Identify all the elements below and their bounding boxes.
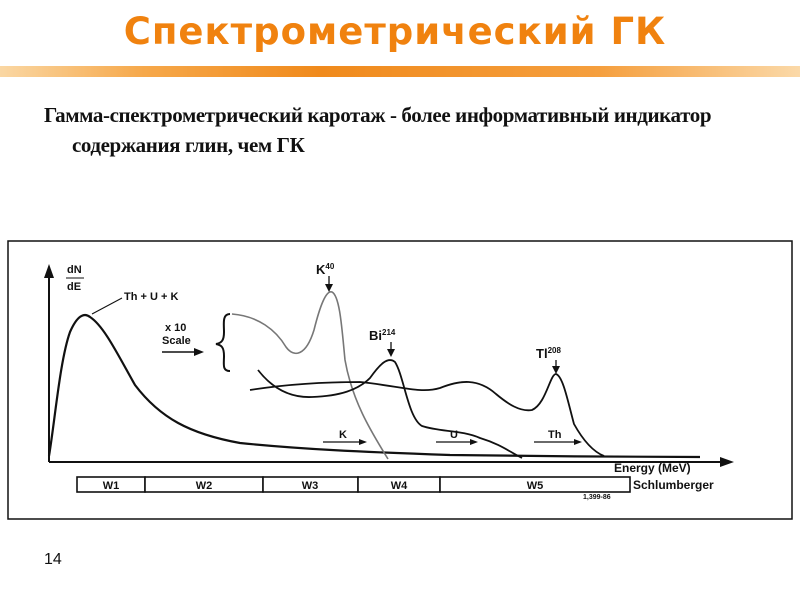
bi214-peak-label: Bi214 bbox=[369, 328, 396, 343]
tl208-peak-arrowhead bbox=[552, 366, 560, 374]
k-window-label: K bbox=[339, 429, 347, 441]
u-spectrum-curve bbox=[257, 359, 523, 459]
figure-code: 1,399-86 bbox=[583, 494, 611, 501]
title-underline-bar bbox=[0, 66, 800, 77]
th-spectrum-curve bbox=[249, 373, 605, 457]
bi214-peak-arrowhead bbox=[387, 349, 395, 357]
window-w1-label: W1 bbox=[103, 480, 120, 492]
window-w5-box bbox=[439, 476, 631, 493]
x-axis-arrowhead bbox=[720, 457, 734, 467]
k40-peak-mass: 40 bbox=[325, 262, 334, 271]
scale-label-line2: Scale bbox=[162, 335, 191, 347]
window-w3-label: W3 bbox=[302, 480, 319, 492]
energy-windows-bar: W1 W2 W3 W4 W5 bbox=[76, 476, 631, 493]
bi214-peak-mass: 214 bbox=[382, 328, 396, 337]
window-w2-label: W2 bbox=[196, 480, 213, 492]
window-w5-label: W5 bbox=[527, 480, 544, 492]
total-curve-label: Th + U + K bbox=[124, 291, 178, 303]
bi214-peak-element: Bi bbox=[369, 328, 382, 343]
th-window-label: Th bbox=[548, 429, 562, 441]
scale-brace bbox=[215, 313, 231, 372]
tl208-peak-label: Tl208 bbox=[536, 346, 561, 361]
bullet-text: Гамма-спектрометрический каротаж - более… bbox=[44, 103, 712, 157]
y-axis-label-bottom: dE bbox=[67, 281, 81, 293]
u-window-arrowhead bbox=[470, 439, 478, 445]
k-window-arrowhead bbox=[359, 439, 367, 445]
tl208-peak-mass: 208 bbox=[548, 346, 562, 355]
x-axis-label: Energy (MeV) bbox=[614, 461, 691, 475]
th-window-arrowhead bbox=[574, 439, 582, 445]
total-spectrum-curve bbox=[47, 313, 701, 459]
scale-arrowhead bbox=[194, 348, 204, 356]
total-curve-leader bbox=[91, 297, 123, 315]
tl208-peak-element: Tl bbox=[536, 346, 548, 361]
schlumberger-credit: Schlumberger bbox=[633, 478, 714, 492]
scale-label-line1: x 10 bbox=[165, 322, 186, 334]
k40-peak-element: K bbox=[316, 262, 326, 277]
slide-title: Спектрометрический ГК bbox=[123, 10, 667, 53]
slide-number: 14 bbox=[44, 551, 62, 568]
y-axis-label-top: dN bbox=[67, 264, 82, 276]
gamma-spectrum-figure: dN dE Th + U + K x 10 Scale K40 Bi214 Tl… bbox=[7, 240, 793, 520]
u-window-label: U bbox=[450, 429, 458, 441]
k40-peak-arrowhead bbox=[325, 284, 333, 292]
k40-peak-label: K40 bbox=[316, 262, 335, 277]
y-axis-arrowhead bbox=[44, 264, 54, 278]
window-w4-label: W4 bbox=[391, 480, 408, 492]
figure-frame bbox=[7, 240, 793, 520]
